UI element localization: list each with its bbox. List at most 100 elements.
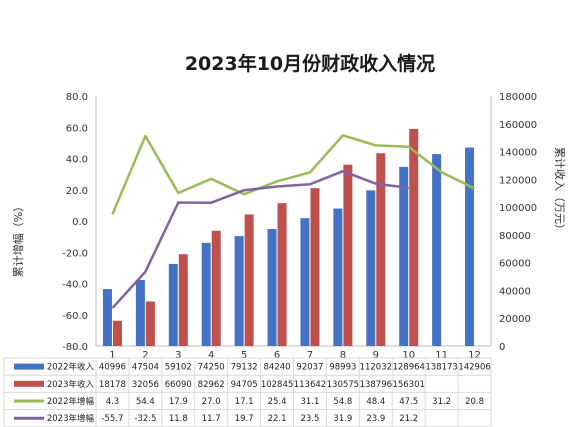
table-cell: 48.4 xyxy=(366,397,385,407)
x-tick-label: 6 xyxy=(274,350,280,361)
bar-2022-revenue xyxy=(399,166,409,346)
table-cell: 23.9 xyxy=(366,414,385,424)
table-cell: 113642 xyxy=(294,380,326,390)
table-cell: 47.5 xyxy=(399,397,418,407)
table-cell: 79132 xyxy=(231,363,258,373)
bar-2023-revenue xyxy=(244,214,254,346)
legend-key-bar xyxy=(14,380,44,387)
legend-label: 2023年收入 xyxy=(47,379,95,390)
y-left-tick-label: -40.0 xyxy=(62,280,88,291)
table-cell: 22.1 xyxy=(268,414,287,424)
x-tick-label: 11 xyxy=(435,350,448,361)
table-cell: 31.9 xyxy=(333,414,352,424)
table-cell: 74250 xyxy=(198,363,225,373)
table-cell: 142906 xyxy=(458,363,490,373)
y-left-tick-label: -60.0 xyxy=(62,311,88,322)
chart-title: 2023年10月份财政收入情况 xyxy=(185,52,435,75)
bar-2023-revenue xyxy=(211,230,221,346)
bar-2023-revenue xyxy=(112,320,122,346)
axes-layer: 80.0 60.0 40.0 20.0 0.0 -20.0 -40.0 -60.0 -80.0 1… xyxy=(11,92,567,361)
table-cell: 23.5 xyxy=(300,414,319,424)
table-cell: 11.7 xyxy=(202,414,221,424)
y-right-tick-label: 0 xyxy=(499,342,505,353)
x-tick-label: 4 xyxy=(208,350,214,361)
bar-2023-revenue xyxy=(343,164,353,346)
table-cell: 112032 xyxy=(360,363,392,373)
bar-2022-revenue xyxy=(135,280,145,346)
table-cell: 130575 xyxy=(327,380,359,390)
table-cell: 82962 xyxy=(198,380,225,390)
table-cell: 94705 xyxy=(231,380,258,390)
y-right-tick-label: 60000 xyxy=(499,259,531,270)
table-cell: 31.2 xyxy=(432,397,451,407)
legend-label: 2022年增幅 xyxy=(47,396,95,407)
y-left-tick-label: -80.0 xyxy=(62,342,88,353)
x-tick-label: 5 xyxy=(241,350,247,361)
line-2022-growth xyxy=(111,134,476,215)
y-right-tick-label: 180000 xyxy=(499,92,537,103)
x-tick-label: 8 xyxy=(340,350,346,361)
table-cell: 156301 xyxy=(392,380,424,390)
legend-label: 2023年增幅 xyxy=(47,413,95,424)
table-cell: 4.3 xyxy=(106,397,120,407)
bar-2023-revenue xyxy=(409,128,419,346)
y-right-axis-title: 累计收入（万元） xyxy=(553,147,567,235)
bar-2022-revenue xyxy=(300,218,310,346)
bar-2023-revenue xyxy=(277,203,287,346)
bar-2023-revenue xyxy=(310,188,320,346)
table-cell: 54.4 xyxy=(136,397,155,407)
lines-layer xyxy=(111,134,476,309)
bar-2022-revenue xyxy=(234,236,244,346)
table-cell: 31.1 xyxy=(300,397,319,407)
y-left-tick-label: 0.0 xyxy=(72,217,88,228)
table-cell: 17.9 xyxy=(169,397,188,407)
table-cell: 66090 xyxy=(165,380,192,390)
table-cell: 102845 xyxy=(261,380,293,390)
bar-2023-revenue xyxy=(145,301,155,346)
bar-2022-revenue xyxy=(201,242,211,346)
data-table: 2022年收入 40996 47504 59102 74250 79132 84240 920… xyxy=(3,357,492,427)
table-cell: 47504 xyxy=(132,363,159,373)
y-left-tick-label: 60.0 xyxy=(66,123,88,134)
bar-2023-revenue xyxy=(376,153,386,346)
y-right-tick-label: 140000 xyxy=(499,148,537,159)
table-cell: 18178 xyxy=(99,380,126,390)
table-cell: 11.8 xyxy=(169,414,188,424)
x-tick-label: 12 xyxy=(468,350,481,361)
table-cell: -32.5 xyxy=(134,414,156,424)
table-cell: 138796 xyxy=(360,380,392,390)
table-cell: 21.2 xyxy=(399,414,418,424)
y-right-tick-label: 80000 xyxy=(499,231,531,242)
bar-2022-revenue xyxy=(267,229,277,346)
x-tick-label: 3 xyxy=(175,350,181,361)
table-cell: 128964 xyxy=(392,363,424,373)
y-left-tick-label: 80.0 xyxy=(66,92,88,103)
y-left-tick-label: 20.0 xyxy=(66,186,88,197)
bars-layer xyxy=(102,128,475,346)
bar-2022-revenue xyxy=(465,147,475,346)
table-cell: -55.7 xyxy=(101,414,123,424)
bar-2023-revenue xyxy=(178,254,188,346)
y-right-tick-label: 40000 xyxy=(499,286,531,297)
y-right-tick-label: 160000 xyxy=(499,120,537,131)
y-right-tick-label: 120000 xyxy=(499,175,537,186)
bar-2022-revenue xyxy=(102,289,112,346)
table-cell: 84240 xyxy=(264,363,291,373)
y-right-tick-label: 100000 xyxy=(499,203,537,214)
table-cell: 20.8 xyxy=(465,397,484,407)
table-cell: 54.8 xyxy=(333,397,352,407)
y-right-tick-label: 20000 xyxy=(499,314,531,325)
y-left-axis-title: 累计增幅（%） xyxy=(11,201,25,277)
table-cell: 40996 xyxy=(99,363,126,373)
bar-2022-revenue xyxy=(168,263,178,346)
x-tick-label: 1 xyxy=(109,350,115,361)
legend-label: 2022年收入 xyxy=(47,362,95,373)
x-tick-label: 7 xyxy=(307,350,313,361)
x-tick-label: 10 xyxy=(402,350,415,361)
table-cell: 32056 xyxy=(132,380,159,390)
table-cell: 25.4 xyxy=(268,397,287,407)
table-cell: 19.7 xyxy=(235,414,254,424)
x-tick-label: 2 xyxy=(142,350,148,361)
